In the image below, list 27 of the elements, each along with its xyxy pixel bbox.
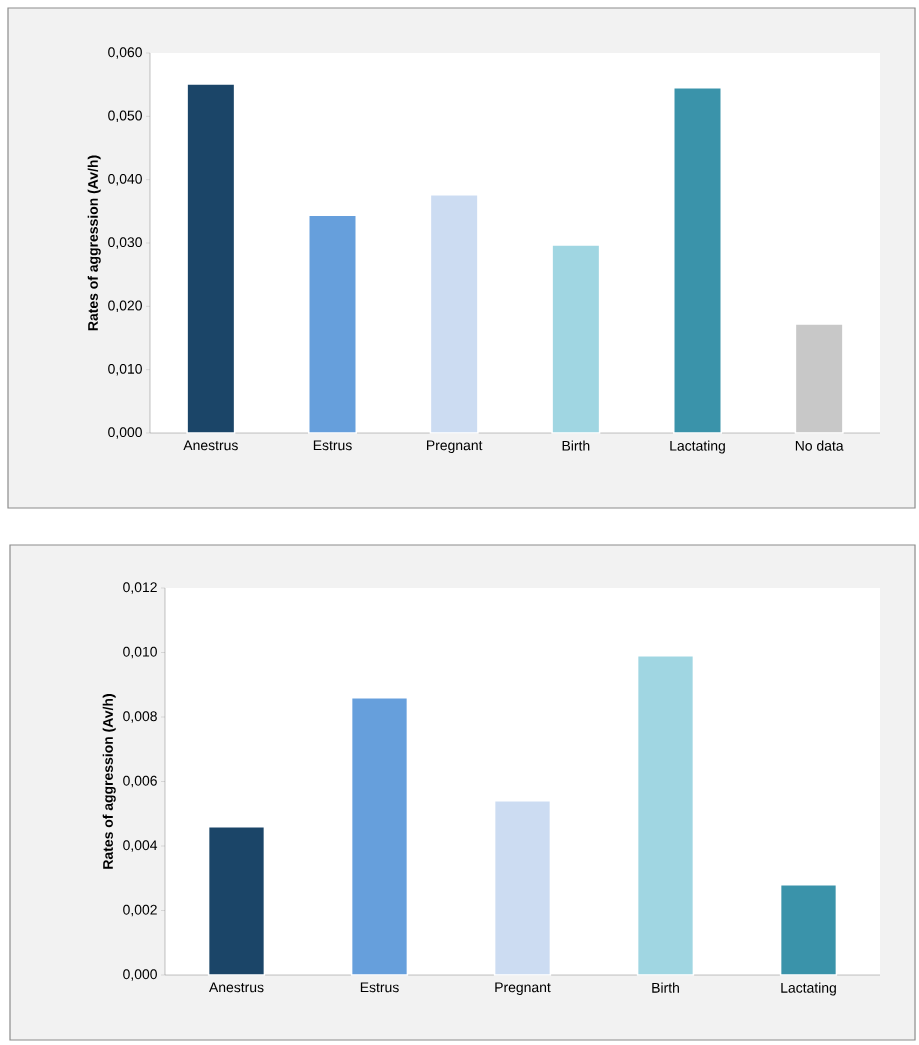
y-tick-label: 0,050: [108, 110, 142, 123]
x-tick-label: Lactating: [781, 982, 836, 996]
y-tick-label: 0,002: [123, 904, 157, 917]
y-tick-label: 0,060: [108, 47, 142, 59]
x-tick-label: Pregnant: [495, 982, 551, 995]
y-tick-label: 0,012: [123, 582, 157, 594]
x-tick-label: Birth: [562, 440, 590, 451]
x-tick-label: Anestrus: [209, 982, 264, 993]
y-tick-label: 0,040: [108, 173, 142, 186]
y-tick-label: 0,004: [123, 840, 158, 852]
x-tick-label: Estrus: [360, 982, 399, 993]
x-tick-label: Estrus: [313, 440, 352, 451]
y-tick-label: 0,020: [108, 300, 142, 313]
y-tick-label: 0,000: [123, 969, 157, 981]
y-tick-label: 0,010: [123, 646, 157, 659]
y-axis-title: Rates of aggression (Av/h): [87, 155, 101, 331]
x-tick-label: Anestrus: [183, 440, 238, 451]
x-tick-label: Lactating: [670, 440, 725, 454]
y-tick-label: 0,010: [108, 363, 142, 376]
y-axis-title: Rates of aggression (Av/h): [102, 694, 116, 869]
y-tick-label: 0,006: [123, 775, 157, 788]
x-tick-label: No data: [795, 440, 844, 451]
y-tick-label: 0,000: [108, 427, 142, 439]
x-tick-label: Pregnant: [427, 440, 483, 453]
x-tick-label: Birth: [652, 982, 679, 993]
y-tick-label: 0,030: [108, 237, 142, 249]
y-tick-label: 0,008: [123, 711, 157, 723]
